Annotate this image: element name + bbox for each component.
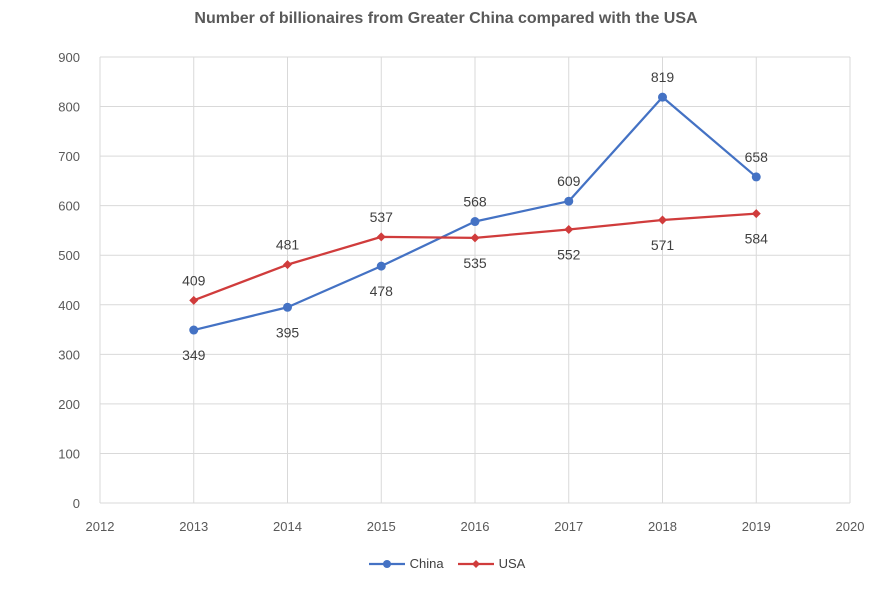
data-point	[470, 233, 480, 243]
series-usa: 409 481 537 535 552 571 584	[182, 209, 768, 305]
y-tick-label: 600	[58, 199, 80, 214]
data-label: 349	[182, 347, 206, 363]
legend-swatch	[368, 559, 405, 568]
chart-title: Number of billionaires from Greater Chin…	[194, 10, 698, 27]
x-tick-label: 2014	[273, 519, 302, 534]
y-tick-label: 0	[73, 496, 80, 511]
data-point	[376, 261, 386, 271]
legend-swatch	[457, 559, 494, 568]
y-tick-label: 900	[58, 50, 80, 65]
x-tick-label: 2012	[86, 519, 115, 534]
x-tick-label: 2015	[367, 519, 396, 534]
data-point	[658, 215, 667, 225]
data-label: 478	[370, 283, 394, 299]
y-tick-label: 500	[58, 248, 80, 263]
y-tick-label: 300	[58, 347, 80, 362]
x-tick-label: 2018	[648, 519, 677, 534]
data-point	[470, 217, 480, 227]
x-tick-label: 2020	[836, 519, 865, 534]
data-label: 535	[463, 255, 487, 271]
y-tick-label: 400	[58, 298, 80, 313]
legend-item-usa: USA	[456, 556, 526, 571]
data-point	[751, 209, 761, 219]
data-label: 552	[557, 246, 581, 262]
x-tick-label: 2017	[554, 519, 583, 534]
data-label: 609	[557, 173, 581, 189]
data-point	[658, 92, 667, 102]
data-point	[751, 172, 761, 182]
data-label: 537	[370, 209, 394, 225]
legend-label: China	[409, 556, 444, 571]
data-point	[376, 232, 386, 242]
x-tick-label: 2013	[179, 519, 208, 534]
data-label: 571	[651, 237, 675, 253]
data-point	[283, 260, 292, 270]
y-tick-label: 700	[58, 149, 80, 164]
data-label: 658	[745, 149, 769, 165]
data-point	[283, 302, 292, 312]
data-label: 409	[182, 272, 206, 288]
data-point	[189, 325, 199, 335]
y-tick-label: 100	[58, 446, 80, 461]
data-point	[564, 196, 574, 206]
data-point	[564, 224, 574, 234]
legend-label: USA	[498, 556, 526, 571]
y-tick-label: 800	[58, 100, 80, 115]
data-label: 395	[276, 324, 300, 340]
data-point	[189, 295, 199, 305]
data-label: 584	[745, 231, 769, 247]
data-label: 819	[651, 69, 675, 85]
legend-item-china: China	[367, 556, 444, 571]
legend: China USA	[0, 556, 892, 571]
x-tick-label: 2016	[461, 519, 490, 534]
x-tick-label: 2019	[742, 519, 771, 534]
series-china: 349 395 478 568 609 819 658	[182, 69, 768, 363]
data-label: 481	[276, 237, 300, 253]
data-label: 568	[463, 194, 487, 210]
y-tick-label: 200	[58, 397, 80, 412]
